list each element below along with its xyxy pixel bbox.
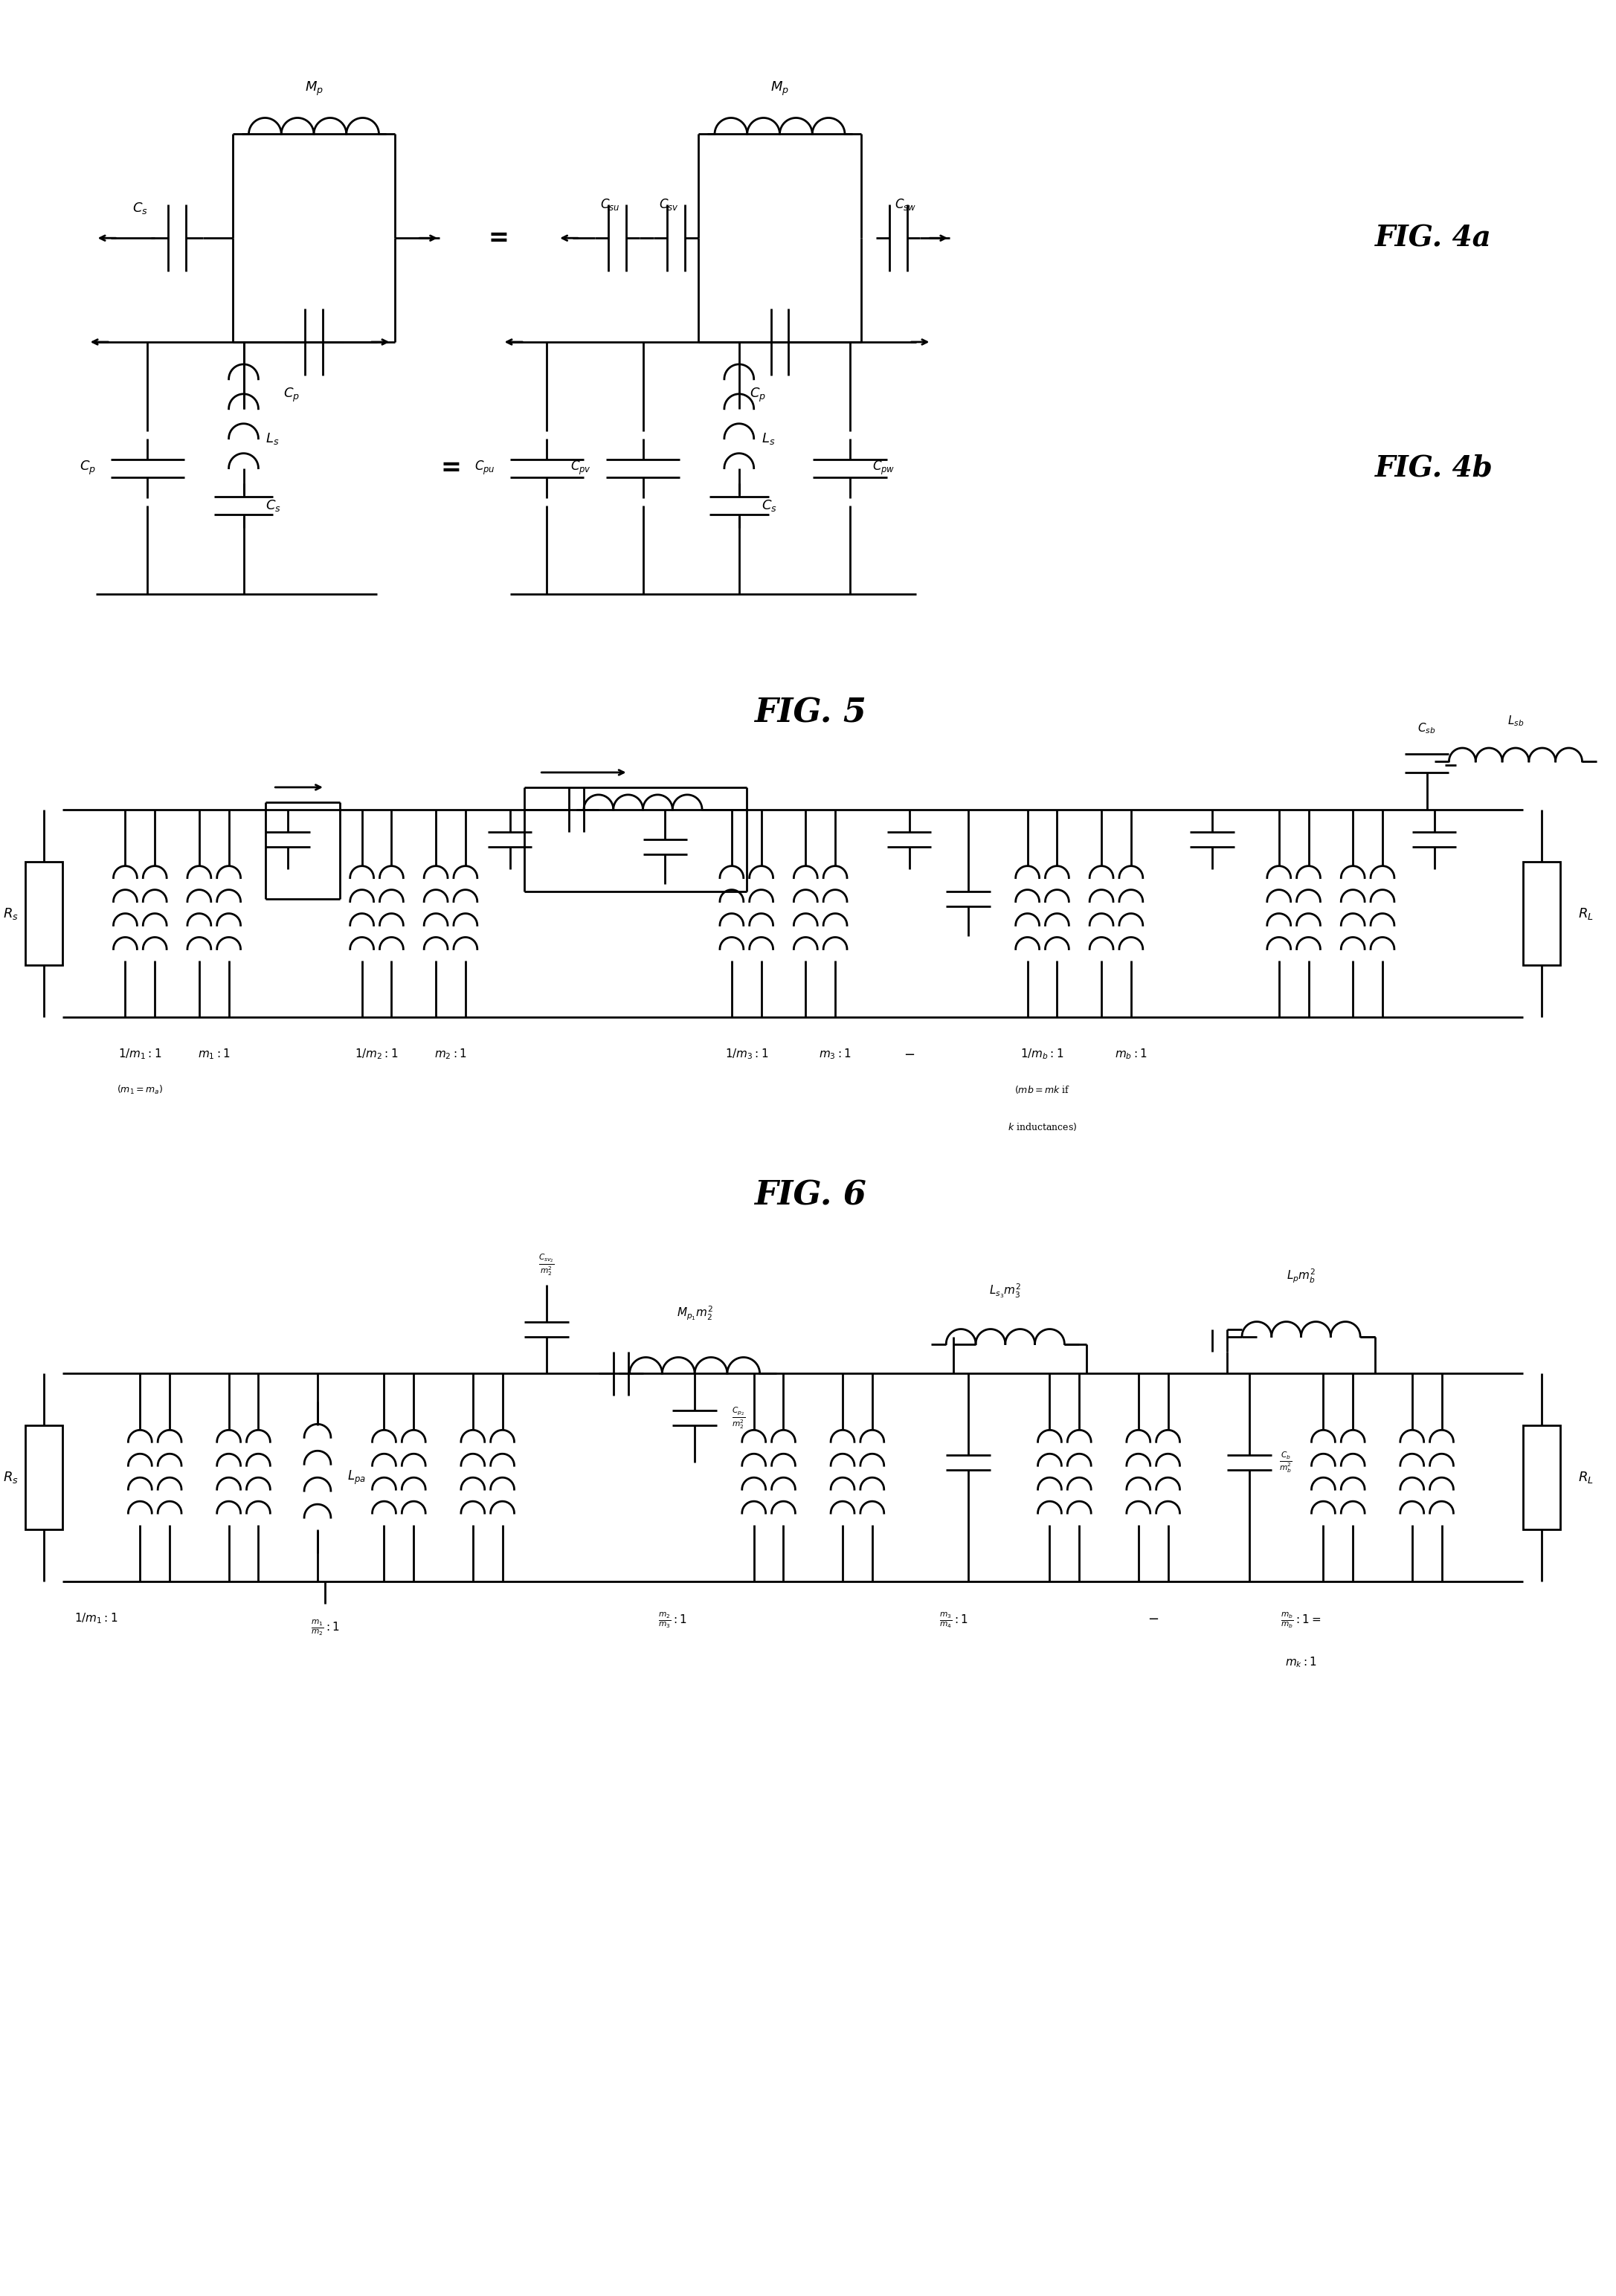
Text: FIG. 4b: FIG. 4b <box>1375 455 1493 482</box>
Text: $C_{pw}$: $C_{pw}$ <box>873 459 895 478</box>
Text: $C_s$: $C_s$ <box>265 498 281 512</box>
Text: $L_{pa}$: $L_{pa}$ <box>347 1469 365 1486</box>
Text: $M_p$: $M_p$ <box>771 80 789 96</box>
Text: $L_{sb}$: $L_{sb}$ <box>1508 714 1524 728</box>
Text: $m_3 :1$: $m_3 :1$ <box>819 1047 852 1061</box>
Text: $R_s$: $R_s$ <box>3 1469 18 1486</box>
Text: $1/m_1 :1$: $1/m_1 :1$ <box>74 1612 118 1626</box>
Text: $(mb=mk$ if: $(mb=mk$ if <box>1015 1084 1070 1095</box>
Text: $1/m_3 :1$: $1/m_3 :1$ <box>726 1047 768 1061</box>
Text: $C_{sv}$: $C_{sv}$ <box>659 197 679 211</box>
Text: $m_2 :1$: $m_2 :1$ <box>435 1047 467 1061</box>
Text: $L_{s_3}m_3^2$: $L_{s_3}m_3^2$ <box>989 1281 1021 1300</box>
Text: $C_{sb}$: $C_{sb}$ <box>1417 721 1437 735</box>
Text: $C_p$: $C_p$ <box>283 386 301 404</box>
Bar <box>1522 861 1559 964</box>
Text: $C_{pu}$: $C_{pu}$ <box>475 459 494 478</box>
Text: $-$: $-$ <box>903 1047 915 1061</box>
Text: $M_p$: $M_p$ <box>304 80 323 96</box>
Text: $R_L$: $R_L$ <box>1579 1469 1593 1486</box>
Text: $\frac{m_1}{m_2}:1$: $\frac{m_1}{m_2}:1$ <box>310 1619 339 1637</box>
Text: $C_p$: $C_p$ <box>79 459 95 478</box>
Text: $m_k :1$: $m_k :1$ <box>1285 1655 1317 1669</box>
Text: $m_b :1$: $m_b :1$ <box>1115 1047 1147 1061</box>
Text: $(m_1 =m_a)$: $(m_1 =m_a)$ <box>116 1084 163 1095</box>
Text: $\frac{C_{p_2}}{m_2^2}$: $\frac{C_{p_2}}{m_2^2}$ <box>732 1405 745 1430</box>
Text: FIG. 6: FIG. 6 <box>755 1180 866 1212</box>
Text: $C_p$: $C_p$ <box>750 386 766 404</box>
Text: $C_{sw}$: $C_{sw}$ <box>895 197 916 211</box>
Text: $L_s$: $L_s$ <box>761 432 776 445</box>
Text: $1/m_2 :1$: $1/m_2 :1$ <box>356 1047 399 1061</box>
Text: $L_p m_b^2$: $L_p m_b^2$ <box>1286 1267 1315 1283</box>
Text: $1/m_1 :1$: $1/m_1 :1$ <box>118 1047 162 1061</box>
Text: $R_L$: $R_L$ <box>1579 907 1593 921</box>
Text: $\frac{C_b}{m_b^2}$: $\frac{C_b}{m_b^2}$ <box>1278 1451 1293 1474</box>
Text: $R_s$: $R_s$ <box>3 907 18 921</box>
Text: $\frac{m_b}{m_b} :1=$: $\frac{m_b}{m_b} :1=$ <box>1281 1612 1322 1630</box>
Text: $\frac{C_{sv_2}}{m_2^2}$: $\frac{C_{sv_2}}{m_2^2}$ <box>538 1251 554 1277</box>
Text: $m_1 :1$: $m_1 :1$ <box>197 1047 229 1061</box>
Text: $C_{pv}$: $C_{pv}$ <box>570 459 591 478</box>
Bar <box>26 861 63 964</box>
Text: $\frac{m_3}{m_4} :1$: $\frac{m_3}{m_4} :1$ <box>939 1612 968 1630</box>
Text: $-$: $-$ <box>1147 1612 1159 1626</box>
Text: $k$ inductances$)$: $k$ inductances$)$ <box>1007 1120 1076 1132</box>
Text: FIG. 4a: FIG. 4a <box>1375 225 1492 253</box>
Text: FIG. 5: FIG. 5 <box>755 698 866 730</box>
Text: =: = <box>488 225 509 250</box>
Text: =: = <box>440 457 461 480</box>
Text: $C_{su}$: $C_{su}$ <box>600 197 619 211</box>
Text: $M_{p_1}m_2^2$: $M_{p_1}m_2^2$ <box>677 1304 713 1322</box>
Text: $L_s$: $L_s$ <box>265 432 280 445</box>
Bar <box>1522 1426 1559 1529</box>
Bar <box>26 1426 63 1529</box>
Text: $\frac{m_2}{m_3} :1$: $\frac{m_2}{m_3} :1$ <box>658 1612 687 1630</box>
Text: $1/m_b :1$: $1/m_b :1$ <box>1021 1047 1063 1061</box>
Text: $C_s$: $C_s$ <box>133 202 147 216</box>
Text: $C_s$: $C_s$ <box>761 498 777 512</box>
